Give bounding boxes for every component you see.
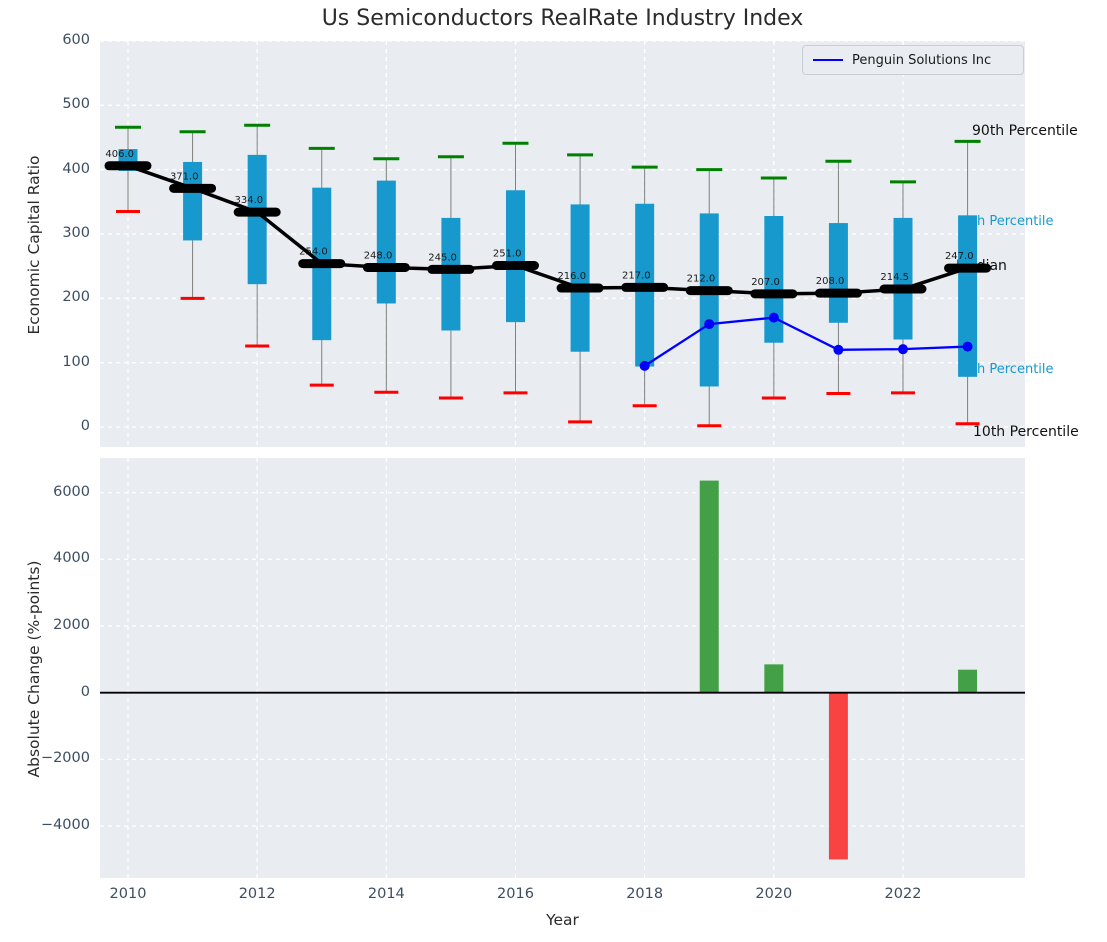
bottom-y-axis-label: Absolute Change (%-points) — [25, 560, 43, 778]
x-tick-label: 2010 — [109, 886, 147, 902]
x-tick-label: 2012 — [238, 886, 276, 902]
top-gridlines — [100, 40, 1025, 447]
legend-line-swatch — [813, 59, 843, 61]
x-tick-label: 2020 — [755, 886, 793, 902]
x-tick-label: 2022 — [884, 886, 922, 902]
legend-label: Penguin Solutions Inc — [852, 52, 992, 68]
x-axis-label: Year — [546, 911, 579, 929]
top-axes-background — [100, 40, 1025, 447]
bottom-y-tick-label: 6000 — [53, 483, 90, 500]
x-tick-label: 2014 — [367, 886, 405, 902]
x-tick-label: 2018 — [626, 886, 664, 902]
bottom-axes-background — [100, 458, 1025, 878]
chart-title: Us Semiconductors RealRate Industry Inde… — [321, 6, 804, 31]
top-y-tick-label: 0 — [80, 418, 90, 434]
legend: Penguin Solutions Inc — [802, 45, 1024, 75]
top-y-axis-label: Economic Capital Ratio — [25, 155, 43, 335]
x-tick-label: 2016 — [497, 886, 534, 902]
bottom-y-tick-label: −4000 — [40, 817, 90, 834]
bottom-gridlines — [100, 458, 1025, 878]
top-y-tick-label: 500 — [62, 96, 90, 113]
top-y-tick-label: 600 — [62, 32, 90, 48]
